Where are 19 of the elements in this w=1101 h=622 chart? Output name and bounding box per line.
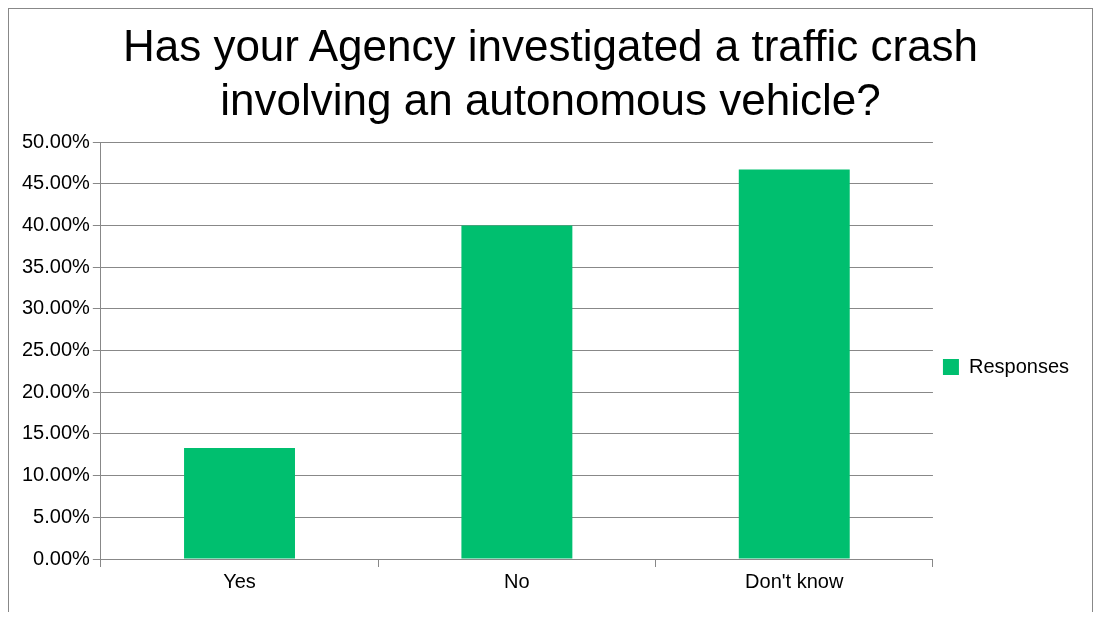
y-tick-label: 40.00% (21, 212, 91, 235)
y-tick-label: 15.00% (21, 421, 91, 444)
legend-label: Responses (968, 354, 1069, 377)
bar (461, 225, 573, 559)
x-tick-label: Don't know (745, 569, 844, 592)
y-tick-label: 45.00% (21, 171, 91, 194)
y-tick-label: 20.00% (21, 379, 91, 402)
y-tick-label: 25.00% (21, 338, 91, 361)
y-tick-label: 30.00% (21, 296, 91, 319)
x-tick-label: Yes (223, 569, 256, 592)
y-tick-label: 10.00% (21, 463, 91, 486)
y-tick-label: 5.00% (33, 504, 91, 527)
bar (184, 448, 295, 559)
y-tick-label: 35.00% (21, 254, 91, 277)
y-tick-label: 50.00% (21, 129, 91, 152)
x-tick-label: No (504, 569, 530, 592)
bar (738, 169, 850, 559)
chart-title: Has your Agency investigated a traffic crash involving an autonomous vehicle? (121, 20, 980, 126)
y-tick-label: 0.00% (33, 546, 91, 569)
